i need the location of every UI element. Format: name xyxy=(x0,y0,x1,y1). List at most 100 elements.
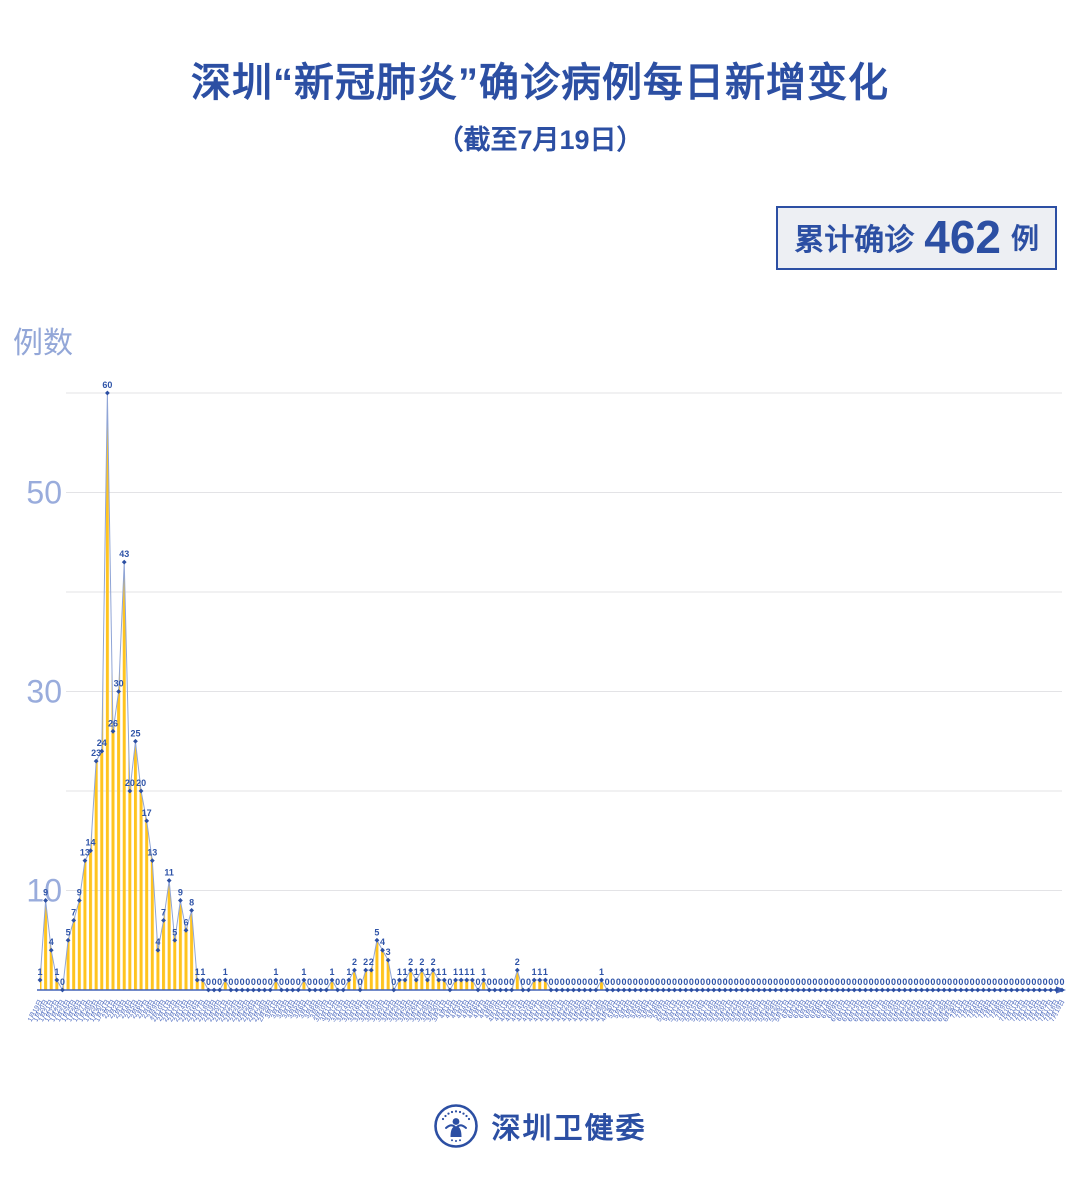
value-label: 0 xyxy=(796,977,801,987)
value-label: 13 xyxy=(147,848,157,858)
value-label: 0 xyxy=(739,977,744,987)
data-point-marker xyxy=(290,987,296,993)
value-label: 0 xyxy=(689,977,694,987)
data-point-marker xyxy=(447,987,453,993)
data-point-marker xyxy=(531,977,537,983)
data-point-marker xyxy=(593,987,599,993)
data-point-marker xyxy=(206,987,211,993)
value-label: 14 xyxy=(86,838,96,848)
data-point-marker xyxy=(986,987,992,993)
data-point-marker xyxy=(700,987,706,993)
data-point-marker xyxy=(868,987,874,993)
value-label: 0 xyxy=(605,977,610,987)
value-label: 0 xyxy=(908,977,913,987)
value-label: 1 xyxy=(346,967,351,977)
value-label: 1 xyxy=(464,967,469,977)
value-label: 1 xyxy=(537,967,542,977)
data-point-marker xyxy=(234,987,239,993)
value-label: 4 xyxy=(49,937,54,947)
data-point-marker xyxy=(750,987,756,993)
value-label: 0 xyxy=(919,977,924,987)
data-point-marker xyxy=(913,987,919,993)
value-label: 4 xyxy=(380,937,385,947)
data-point-marker xyxy=(829,987,835,993)
value-label: 0 xyxy=(1031,977,1036,987)
value-label: 0 xyxy=(902,977,907,987)
x-axis-tick-labels: 1月19日1月20日1月21日1月22日1月23日1月24日1月25日1月26日… xyxy=(26,998,1066,1023)
value-label: 0 xyxy=(897,977,902,987)
data-point-markers xyxy=(37,390,1065,993)
value-label: 0 xyxy=(593,977,598,987)
data-point-marker xyxy=(391,987,397,993)
value-label: 9 xyxy=(178,887,183,897)
value-label: 1 xyxy=(397,967,402,977)
data-point-marker xyxy=(520,987,526,993)
value-label: 0 xyxy=(1059,977,1064,987)
value-label: 0 xyxy=(228,977,233,987)
value-label: 0 xyxy=(1054,977,1059,987)
data-point-marker xyxy=(565,987,571,993)
value-label: 1 xyxy=(329,967,334,977)
value-label: 26 xyxy=(108,718,118,728)
data-point-marker xyxy=(93,758,99,764)
data-point-marker xyxy=(430,967,436,973)
value-label: 6 xyxy=(183,917,188,927)
data-point-marker xyxy=(127,788,133,794)
data-point-marker xyxy=(475,987,481,993)
value-label: 0 xyxy=(296,977,301,987)
data-point-marker xyxy=(1025,987,1031,993)
data-point-marker xyxy=(318,987,324,993)
value-label: 1 xyxy=(532,967,537,977)
data-point-marker xyxy=(638,987,644,993)
value-label: 0 xyxy=(206,977,211,987)
data-point-marker xyxy=(441,977,447,983)
data-point-marker xyxy=(958,987,964,993)
data-point-marker xyxy=(402,977,408,983)
value-label: 0 xyxy=(683,977,688,987)
value-label: 0 xyxy=(571,977,576,987)
value-label: 11 xyxy=(164,868,174,878)
data-point-marker xyxy=(88,848,93,854)
data-point-marker xyxy=(761,987,767,993)
value-label: 0 xyxy=(498,977,503,987)
data-point-marker xyxy=(627,987,633,993)
value-label: 0 xyxy=(1020,977,1025,987)
data-point-marker xyxy=(498,987,503,993)
data-point-marker xyxy=(228,987,234,993)
data-point-marker xyxy=(279,987,284,993)
value-label: 8 xyxy=(189,897,194,907)
value-label: 1 xyxy=(481,967,486,977)
data-point-marker xyxy=(486,987,492,993)
value-label: 2 xyxy=(363,957,368,967)
value-label: 0 xyxy=(307,977,312,987)
value-label: 0 xyxy=(256,977,261,987)
value-label: 0 xyxy=(846,977,851,987)
data-point-marker xyxy=(166,878,172,883)
data-point-marker xyxy=(576,987,582,993)
data-point-marker xyxy=(997,987,1003,993)
data-point-marker xyxy=(99,748,105,754)
value-label: 7 xyxy=(161,907,166,917)
data-point-marker xyxy=(655,987,661,993)
value-label: 5 xyxy=(374,927,379,937)
value-label: 0 xyxy=(874,977,879,987)
shenzhen-health-commission-logo-icon xyxy=(434,1104,479,1148)
data-point-marker xyxy=(464,977,470,983)
data-point-marker xyxy=(239,987,245,993)
value-label: 5 xyxy=(66,927,71,937)
data-point-marker xyxy=(610,987,616,993)
value-label: 2 xyxy=(431,957,436,967)
value-label: 0 xyxy=(610,977,615,987)
data-point-marker xyxy=(790,987,795,993)
value-label: 0 xyxy=(751,977,756,987)
value-label: 0 xyxy=(1037,977,1042,987)
value-label: 0 xyxy=(717,977,722,987)
data-point-marker xyxy=(194,977,200,983)
badge-unit: 例 xyxy=(1010,223,1039,254)
value-label: 0 xyxy=(942,977,947,987)
value-label: 0 xyxy=(824,977,829,987)
data-point-marker xyxy=(559,987,565,993)
data-point-marker xyxy=(363,967,369,973)
data-point-marker xyxy=(857,987,863,993)
data-point-marker xyxy=(37,977,43,983)
